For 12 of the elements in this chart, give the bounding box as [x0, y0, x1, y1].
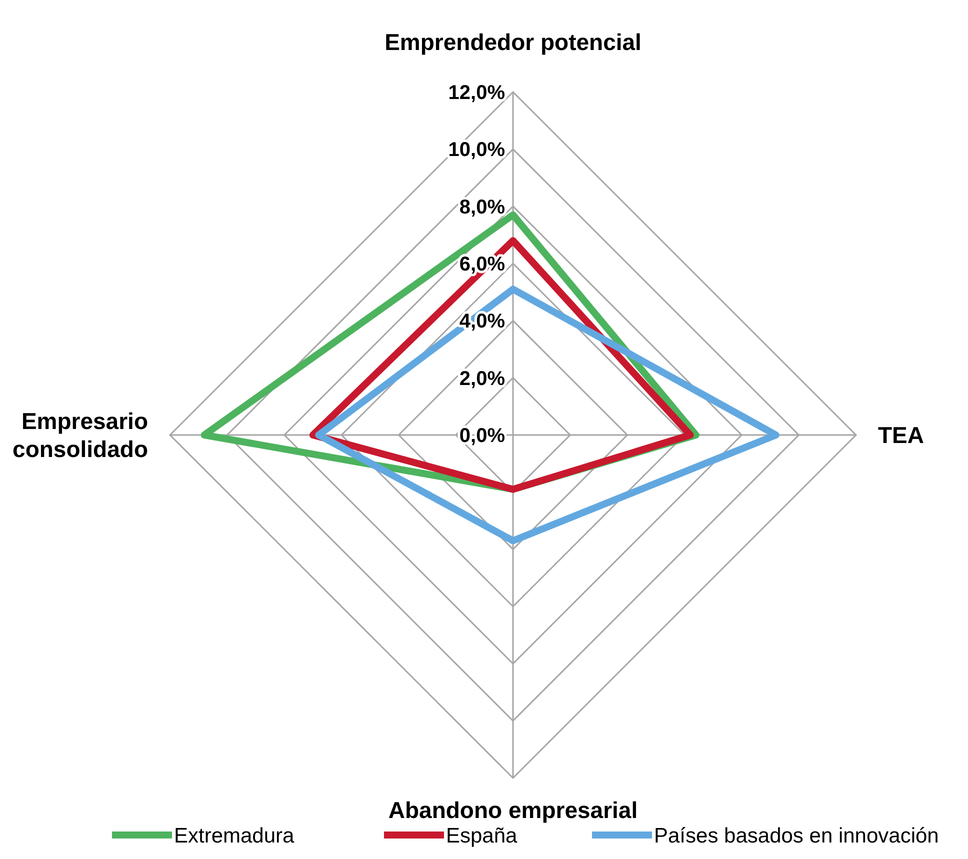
spoke-label: TEA	[878, 422, 924, 448]
spoke-label: Abandono empresarial	[388, 797, 638, 824]
y-tick-label: 2,0%	[459, 368, 506, 390]
y-tick-label: 8,0%	[459, 196, 506, 218]
spoke-label: Empresario consolidado	[12, 408, 148, 462]
y-tick-label: 10,0%	[448, 139, 506, 162]
legend-label: Países basados en innovación	[654, 824, 939, 848]
legend-label: Extremadura	[174, 824, 295, 848]
spoke-label: Emprendedor potencial	[384, 29, 642, 56]
legend-label: España	[446, 824, 518, 848]
y-tick-label: 0,0%	[459, 425, 506, 447]
y-tick-label: 12,0%	[448, 82, 506, 104]
